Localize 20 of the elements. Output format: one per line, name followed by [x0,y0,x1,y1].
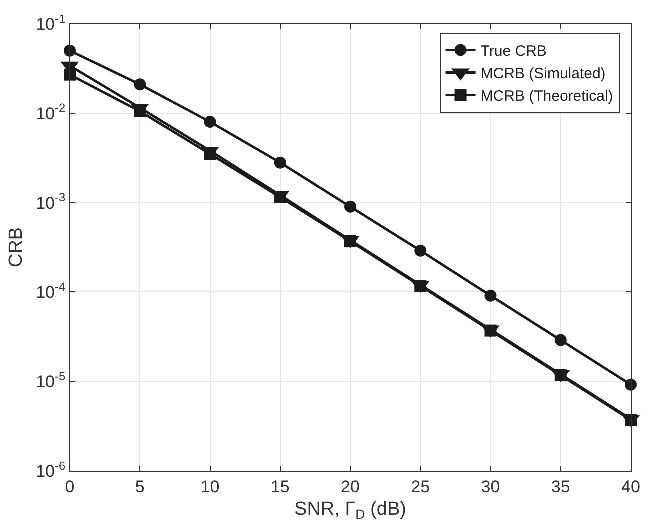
y-tick-label: 10$^{-6}$ [36,458,66,481]
y-tick-label: 10$^{-1}$ [36,12,66,34]
x-tick-label: 15 [270,477,290,496]
y-tick-label: 10$^{-4}$ [36,280,66,302]
y-axis-title: CRB [6,227,27,268]
x-tick-label: 10 [200,477,220,496]
x-tick-label: 30 [481,477,500,496]
y-tick-label: 10$^{-2}$ [36,101,66,124]
x-axis-title: SNR, Γ$_{D}$ (dB) [294,499,406,522]
x-tick-label: 40 [622,477,640,496]
y-tick-label: 10$^{-3}$ [36,190,66,213]
x-tick-label: 20 [341,477,360,496]
y-tick-label: 10$^{-5}$ [36,369,66,392]
legend-label: True CRB [480,43,547,60]
legend-label: MCRB (Theoretical) [480,88,614,106]
x-tick-label: 5 [135,477,145,496]
x-tick-label: 25 [411,477,430,496]
x-tick-label: 35 [551,477,570,496]
x-tick-label: 0 [65,477,75,496]
legend-label: MCRB (Simulated) [480,66,606,83]
